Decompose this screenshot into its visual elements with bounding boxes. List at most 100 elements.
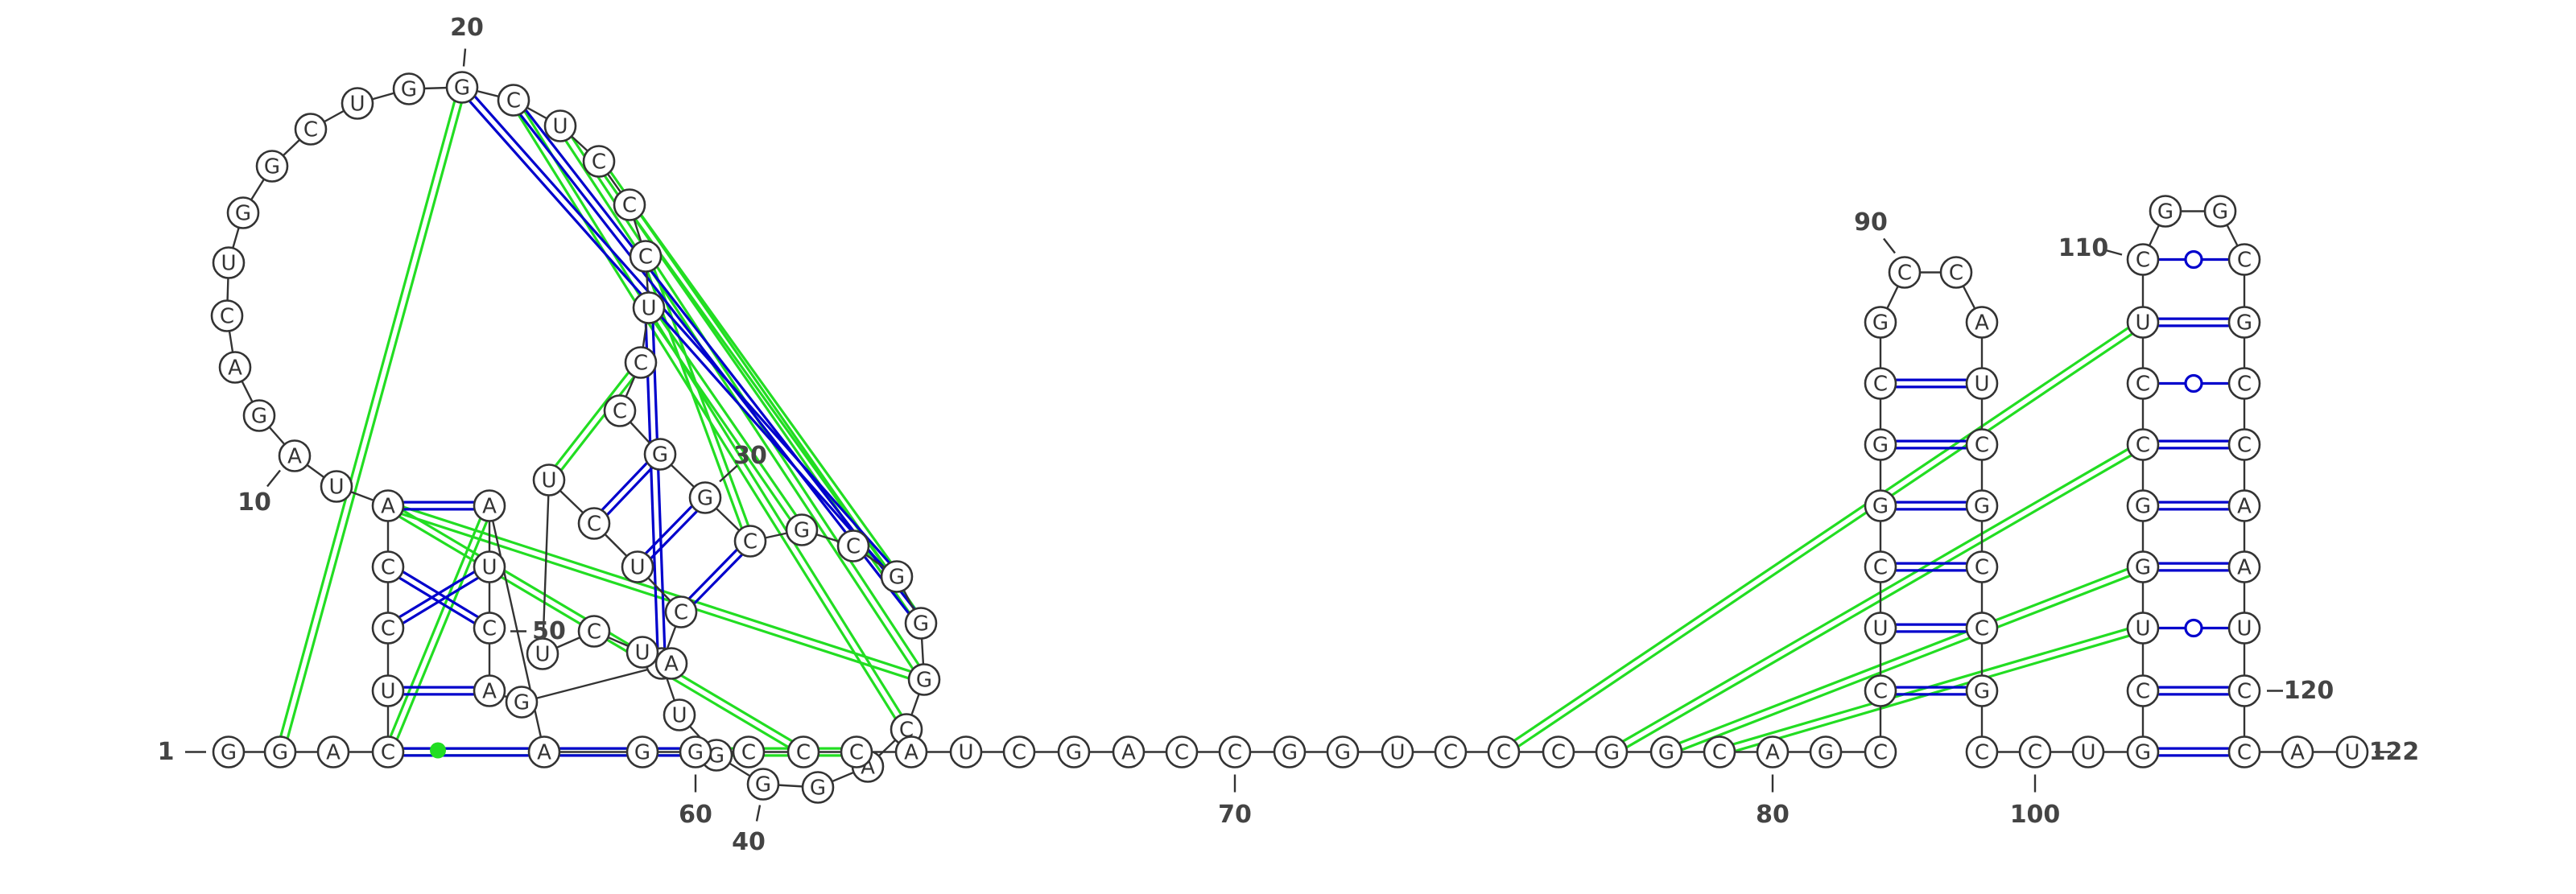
nucleotide-circle [1809, 735, 1843, 768]
nucleotide-letter: G [794, 519, 810, 543]
nucleotide-letter: C [2028, 741, 2042, 765]
nucleotide-letter: G [1974, 680, 1990, 704]
nucleotide-20: G [445, 71, 479, 104]
nucleotide-circle [473, 612, 506, 645]
nucleotide-letter: U [1872, 617, 1888, 641]
nucleotide-circle [2227, 306, 2261, 339]
nucleotide-23: C [582, 145, 616, 178]
nucleotide-circle [1434, 735, 1468, 768]
nucleotide-8: A [371, 489, 405, 522]
nucleotide-97: G [1965, 674, 1999, 707]
nucleotide-58: G [625, 735, 659, 768]
nucleotide-letter: G [697, 487, 713, 511]
nucleotide-circle [2149, 195, 2182, 228]
nucleotide-circle [2335, 735, 2369, 768]
nucleotide-circle [1965, 489, 1999, 522]
nucleotide-77: G [1649, 735, 1683, 768]
nucleotide-letter: A [904, 741, 919, 765]
nucleotide-91: A [1965, 306, 1999, 339]
nucleotide-letter: G [2135, 495, 2151, 519]
position-tick [462, 48, 467, 67]
nucleotide-circle [2126, 674, 2160, 707]
nucleotide-34: G [880, 560, 914, 593]
position-label: 110 [2058, 234, 2109, 262]
nucleotide-circle [733, 525, 767, 558]
nucleotide-61: C [786, 735, 820, 768]
nucleotide-letter: U [2135, 617, 2150, 641]
nucleotide-107: C [2126, 367, 2160, 400]
nucleotide-118: U [2227, 612, 2261, 645]
nucleotide-circle [341, 87, 374, 120]
canonical-pair-line [389, 562, 493, 627]
nucleotide-32: G [785, 513, 819, 546]
nucleotide-40: G [746, 768, 780, 801]
nucleotide-letter: C [2136, 249, 2150, 273]
nucleotide-circle [371, 550, 405, 583]
position-tick [1883, 237, 1896, 254]
canonical-pair-line [389, 568, 493, 632]
nucleotide-29: G [643, 438, 677, 471]
canonical-pair-line [385, 562, 489, 627]
nucleotide-circle [445, 71, 479, 104]
nucleotide-100: U [2071, 735, 2105, 768]
nucleotide-circle [2126, 612, 2160, 645]
nucleotide-42: U [663, 698, 696, 731]
nucleotide-10: A [278, 439, 312, 472]
nucleotide-letter: U [671, 704, 687, 728]
position-label: 80 [1756, 801, 1790, 829]
nucleotide-letter: A [2290, 741, 2305, 765]
nucleotide-circle [625, 636, 659, 669]
nucleotide-letter: C [638, 245, 653, 270]
nucleotide-letter: G [2212, 200, 2228, 225]
nucleotide-86: G [1864, 428, 1897, 461]
canonical-pair-line [634, 494, 704, 566]
nucleotide-circle [949, 735, 983, 768]
nucleotide-circle [577, 615, 611, 648]
nucleotide-letter: C [2237, 741, 2252, 765]
nucleotide-circle [255, 150, 289, 183]
nucleotide-103: U [2126, 612, 2160, 645]
nucleotide-18: U [341, 87, 374, 120]
nucleotide-letter: G [2157, 200, 2174, 225]
nucleotide-letter: G [235, 202, 251, 226]
nucleotide-letter: U [481, 556, 497, 580]
nucleotide-letter: U [634, 641, 650, 665]
nucleotide-2: G [263, 735, 297, 768]
nucleotide-letter: C [1949, 262, 1963, 286]
nucleotide-circle [1112, 735, 1146, 768]
nucleotide-letter: C [1551, 741, 1566, 765]
nucleotide-letter: C [2136, 434, 2150, 458]
nucleotide-letter: A [2237, 495, 2252, 519]
nucleotide-circle [1595, 735, 1629, 768]
nucleotide-108: U [2126, 306, 2160, 339]
nucleotide-circle [2227, 428, 2261, 461]
nucleotide-letter: A [537, 741, 551, 765]
nucleotide-109: C [2126, 243, 2160, 276]
nucleotide-letter: U [349, 93, 365, 117]
nucleotide-74: C [1487, 735, 1521, 768]
predicted-pair-line [1501, 318, 2142, 751]
nucleotide-122: U [2335, 735, 2369, 768]
nucleotide-7: C [371, 550, 405, 583]
predicted-pair-line [390, 506, 494, 754]
nucleotide-27: C [624, 346, 658, 379]
nucleotide-letter: C [1873, 741, 1888, 765]
nucleotide-circle [212, 735, 246, 768]
nucleotide-letter: G [652, 443, 668, 468]
predicted-pair-line [275, 85, 460, 752]
nucleotide-letter: C [2237, 373, 2252, 397]
nucleotide-circle [688, 481, 722, 514]
nucleotide-letter: C [381, 741, 395, 765]
nucleotide-letter: G [810, 777, 826, 801]
nucleotide-circle [654, 647, 688, 680]
nucleotide-letter: C [796, 741, 811, 765]
nucleotide-letter: G [708, 744, 724, 768]
nucleotide-24: C [613, 188, 646, 221]
nucleotide-letter: C [1012, 741, 1026, 765]
nucleotide-circle [1939, 256, 1973, 289]
nucleotide-114: C [2227, 367, 2261, 400]
nucleotide-113: G [2227, 306, 2261, 339]
nucleotide-15: G [226, 196, 260, 229]
nucleotide-46: C [577, 507, 611, 540]
nucleotide-104: G [2126, 550, 2160, 583]
